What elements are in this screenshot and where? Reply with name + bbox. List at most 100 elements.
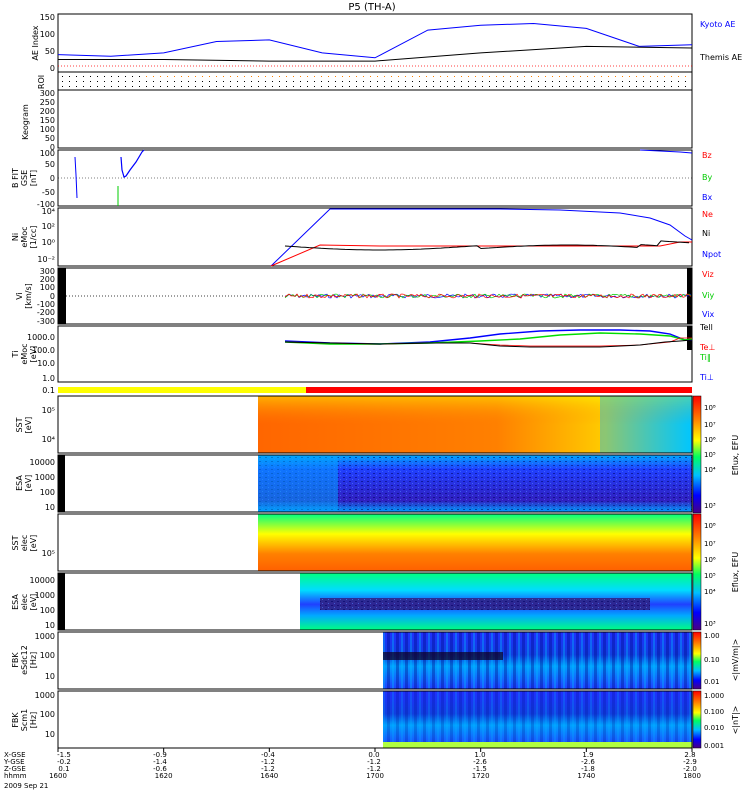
roi-dot xyxy=(132,86,133,87)
roi-dot xyxy=(125,76,126,77)
roi-dot xyxy=(503,81,504,82)
roi-dot xyxy=(118,86,119,87)
roi-dot xyxy=(188,81,189,82)
legend-ti-perp: Ti⊥ xyxy=(699,373,714,382)
x-gse-label: -0.4 xyxy=(261,751,275,759)
bx-series-segment-2 xyxy=(120,149,145,178)
roi-dot xyxy=(104,76,105,77)
x-gse-label: 0.0 xyxy=(368,751,379,759)
vel-tick-0: 0 xyxy=(50,292,55,301)
roi-dot xyxy=(468,86,469,87)
roi-dot xyxy=(216,76,217,77)
ni-series xyxy=(284,240,690,251)
roi-dot xyxy=(496,81,497,82)
legend-te-perp: Te⊥ xyxy=(699,343,715,352)
x-gse-label: -2.6 xyxy=(581,758,595,766)
ti-par-series xyxy=(284,332,693,345)
roi-dot xyxy=(97,76,98,77)
cb2-tick-1e5: 10⁵ xyxy=(704,572,716,580)
roi-dot xyxy=(489,76,490,77)
sst-e-tick-1e5: 10⁵ xyxy=(42,406,55,415)
colorbar-eflux-1 xyxy=(692,395,702,514)
roi-dot xyxy=(601,86,602,87)
roi-dot xyxy=(328,86,329,87)
density-panel-frame xyxy=(57,207,693,267)
roi-dot xyxy=(272,81,273,82)
roi-dot xyxy=(209,86,210,87)
mode-bar-fast xyxy=(306,387,692,393)
sst-e-overlay xyxy=(258,396,692,453)
roi-dot xyxy=(62,81,63,82)
roi-dot xyxy=(531,81,532,82)
roi-dot xyxy=(181,76,182,77)
roi-dot xyxy=(531,76,532,77)
roi-dot xyxy=(97,81,98,82)
esa-i-left-bar xyxy=(58,573,65,630)
roi-dot xyxy=(461,86,462,87)
esa-i-band-noise xyxy=(320,598,650,610)
ae-panel: AE Index 150 100 50 0 Kyoto AE Themis AE xyxy=(31,13,742,73)
temp-tick-1: 1.0 xyxy=(42,374,55,383)
fbk1-stripes xyxy=(383,632,692,689)
x-tick-label: 1620 xyxy=(155,772,173,780)
roi-dot xyxy=(636,86,637,87)
roi-dot xyxy=(265,76,266,77)
keo-tick-150: 150 xyxy=(40,116,55,125)
bfield-tick-minus50: -50 xyxy=(42,188,55,197)
sst-e-ylabel-1: SST xyxy=(15,417,24,432)
roi-dot xyxy=(440,86,441,87)
roi-dot xyxy=(419,76,420,77)
roi-dot xyxy=(286,76,287,77)
roi-dot xyxy=(545,76,546,77)
roi-dot xyxy=(363,86,364,87)
roi-dot xyxy=(545,81,546,82)
cb4-tick-0.010: 0.010 xyxy=(704,724,724,732)
fbk2-panel: FBK Scm1 [Hz] 1000 100 10 xyxy=(11,690,693,749)
x-tick-label: 1800 xyxy=(683,772,701,780)
cb4-tick-0.100: 0.100 xyxy=(704,708,724,716)
roi-dots xyxy=(62,76,686,87)
roi-dot xyxy=(419,81,420,82)
roi-dot xyxy=(181,86,182,87)
esa-e-left-bar xyxy=(58,455,65,512)
bfield-tick-100: 100 xyxy=(40,149,55,158)
roi-dot xyxy=(265,86,266,87)
roi-dot xyxy=(475,76,476,77)
cb4-tick-0.001: 0.001 xyxy=(704,742,724,750)
fbk1-ylabel-2: eSdc12 xyxy=(20,645,29,675)
fbk2-tick-100: 100 xyxy=(40,710,55,719)
roi-dot xyxy=(258,76,259,77)
roi-dot xyxy=(559,76,560,77)
roi-dot xyxy=(279,76,280,77)
legend-by: By xyxy=(702,173,712,182)
roi-dot xyxy=(524,81,525,82)
velocity-ylabel-1: Vi xyxy=(15,292,24,300)
x-tick-label: 1720 xyxy=(472,772,490,780)
roi-dot xyxy=(251,86,252,87)
roi-dot xyxy=(636,76,637,77)
roi-dot xyxy=(447,86,448,87)
roi-dot xyxy=(461,81,462,82)
temperature-panel: Ti eMoc [eV] 1000.0 100.0 10.0 1.0 0.1 T… xyxy=(11,323,715,395)
x-axis: X-GSE Y-GSE Z-GSE hhmm 2009 Sep 21 1600 1… xyxy=(3,748,701,790)
x-gse-label: -1.8 xyxy=(581,765,595,773)
esa-e-tick-100: 100 xyxy=(40,488,55,497)
ae-panel-frame xyxy=(57,13,693,73)
roi-dot xyxy=(125,81,126,82)
roi-dot xyxy=(328,76,329,77)
tell-series xyxy=(284,339,693,348)
roi-dot xyxy=(90,81,91,82)
fbk1-frame xyxy=(57,631,693,690)
roi-dot xyxy=(244,81,245,82)
keo-tick-100: 100 xyxy=(40,125,55,134)
x-tick-label: 1640 xyxy=(260,772,278,780)
roi-dot xyxy=(146,86,147,87)
roi-dot xyxy=(391,76,392,77)
cb1-tick-1e6: 10⁶ xyxy=(704,436,716,444)
cb2-tick-1e8: 10⁸ xyxy=(704,522,716,530)
roi-dot xyxy=(370,81,371,82)
legend-npot: Npot xyxy=(702,250,721,259)
roi-dot xyxy=(356,76,357,77)
roi-dot xyxy=(300,86,301,87)
